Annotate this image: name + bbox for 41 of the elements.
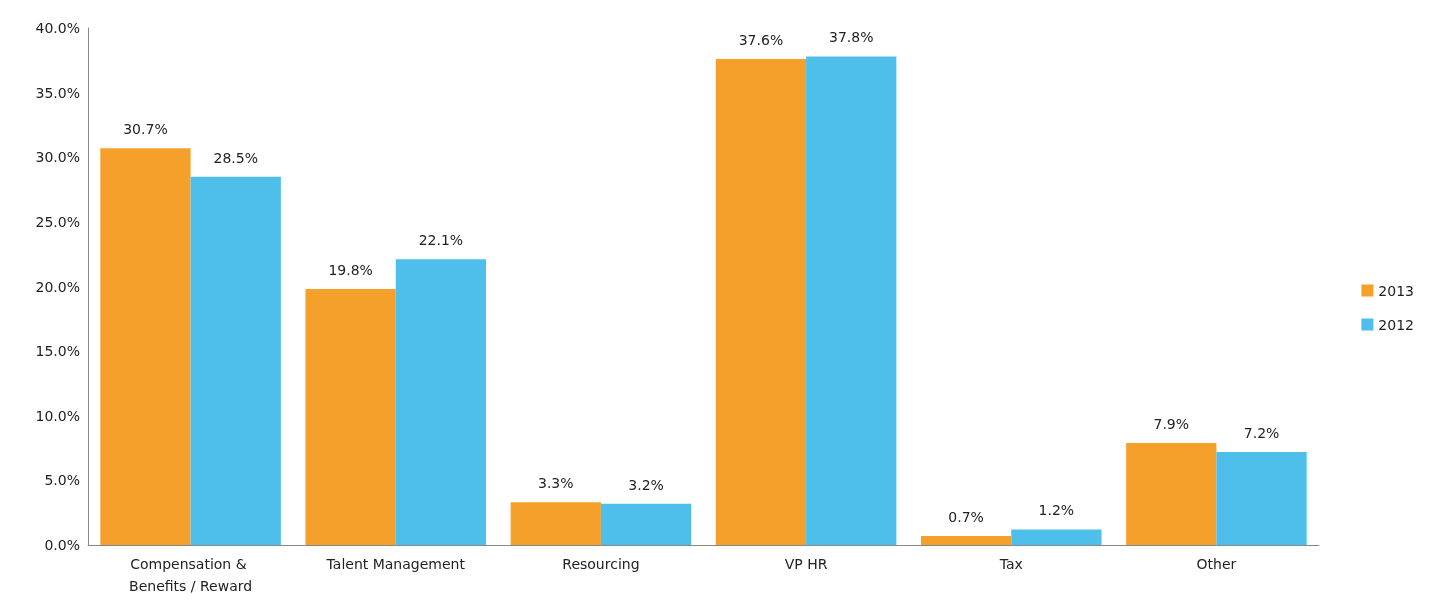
y-tick-label: 0.0% xyxy=(44,537,80,553)
bar xyxy=(806,56,897,545)
y-tick-label: 30.0% xyxy=(35,149,80,166)
data-label: 1.2% xyxy=(1038,502,1075,519)
bar xyxy=(600,503,692,545)
y-tick-label: 5.0% xyxy=(44,472,80,489)
bar xyxy=(395,259,487,545)
bar xyxy=(190,176,281,545)
x-tick-label: Talent Management xyxy=(325,556,466,572)
data-label: 19.8% xyxy=(328,262,373,279)
data-label: 30.7% xyxy=(123,121,168,138)
bar xyxy=(1011,529,1102,545)
bar xyxy=(510,502,601,545)
data-label: 0.7% xyxy=(948,508,984,525)
data-label: 7.2% xyxy=(1243,424,1280,441)
y-tick-label: 15.0% xyxy=(35,343,80,360)
bar xyxy=(1216,451,1307,545)
y-tick-label: 35.0% xyxy=(35,84,80,101)
x-tick-label: Other xyxy=(1196,556,1237,572)
data-label: 22.1% xyxy=(418,232,464,249)
y-tick-label: 10.0% xyxy=(35,407,80,424)
x-tick-label: Resourcing xyxy=(562,556,640,572)
x-tick-label: Compensation & Benefits / Reward xyxy=(129,556,253,594)
bar xyxy=(100,148,191,545)
bar xyxy=(715,59,807,545)
data-label: 7.9% xyxy=(1153,415,1190,432)
legend-label: 2012 xyxy=(1378,316,1415,333)
data-label: 28.5% xyxy=(213,149,258,166)
x-tick-label: VP HR xyxy=(784,556,828,572)
data-label: 3.2% xyxy=(628,476,664,493)
bar xyxy=(1126,442,1217,545)
data-label: 3.3% xyxy=(537,475,574,492)
data-label: 37.8% xyxy=(828,29,874,46)
data-label: 37.6% xyxy=(738,32,784,49)
y-tick-label: 40.0% xyxy=(35,20,80,36)
bar xyxy=(920,535,1012,545)
y-tick-label: 25.0% xyxy=(35,213,80,230)
y-tick-label: 20.0% xyxy=(35,278,80,295)
legend-label: 2013 xyxy=(1378,282,1415,299)
x-tick-label: Tax xyxy=(998,556,1023,572)
bar xyxy=(305,289,396,545)
